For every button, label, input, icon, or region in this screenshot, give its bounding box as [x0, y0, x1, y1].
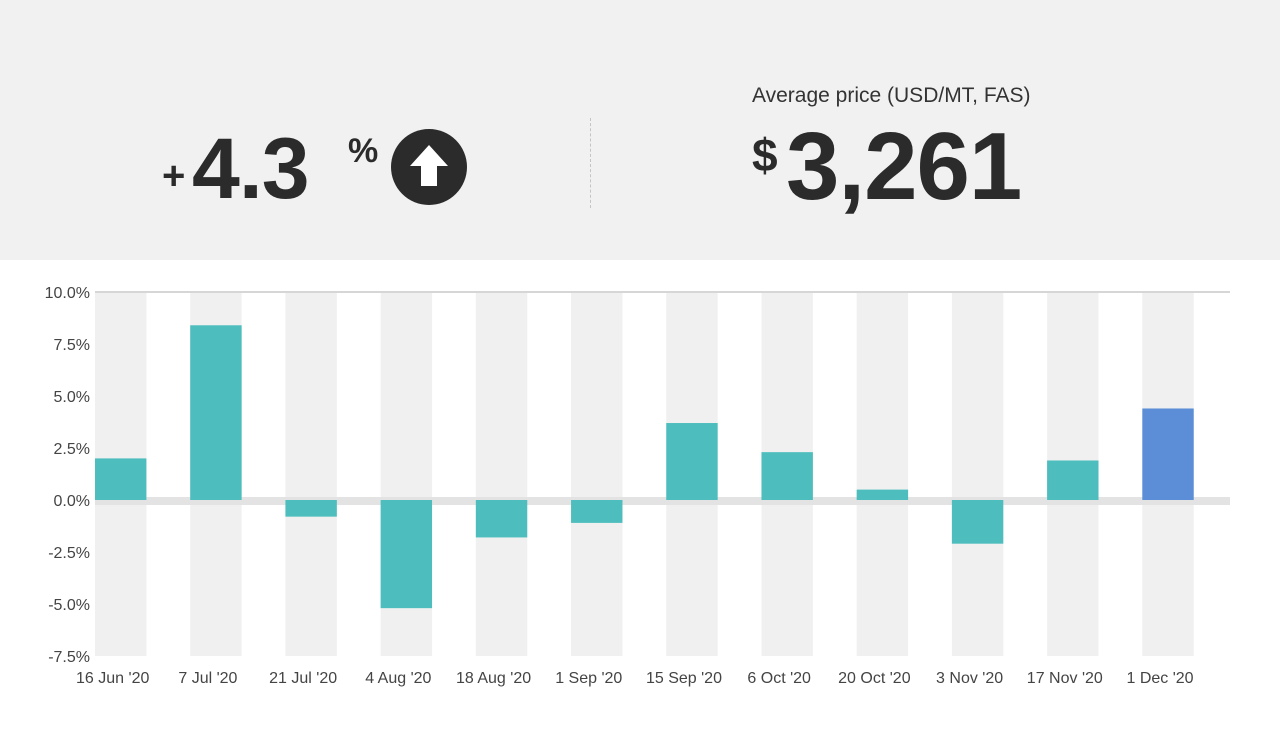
x-tick-label: 18 Aug '20	[456, 670, 531, 687]
price-currency: $	[752, 129, 778, 181]
y-tick-label: 7.5%	[54, 337, 90, 354]
y-tick-label: -5.0%	[48, 597, 90, 614]
bar	[571, 500, 623, 523]
x-tick-label: 3 Nov '20	[936, 670, 1003, 687]
y-tick-label: 0.0%	[54, 493, 90, 510]
change-unit: %	[348, 132, 379, 170]
category-band	[951, 292, 1004, 656]
y-tick-label: 2.5%	[54, 441, 90, 458]
category-band	[856, 292, 909, 656]
x-tick-label: 17 Nov '20	[1027, 670, 1103, 687]
arrow-up-circle-icon	[391, 129, 467, 205]
y-tick-label: -2.5%	[48, 545, 90, 562]
x-tick-label: 1 Sep '20	[555, 670, 622, 687]
x-tick-label: 21 Jul '20	[269, 670, 337, 687]
x-tick-label: 1 Dec '20	[1126, 670, 1193, 687]
bar	[761, 452, 813, 500]
category-band	[571, 292, 623, 656]
x-tick-label: 4 Aug '20	[365, 670, 431, 687]
category-band	[475, 292, 528, 656]
x-tick-label: 16 Jun '20	[76, 670, 149, 687]
header-divider	[590, 118, 591, 208]
price-value: 3,261	[786, 113, 1022, 220]
price-label: Average price (USD/MT, FAS)	[752, 84, 1031, 107]
bar	[285, 500, 337, 517]
bar	[1047, 460, 1099, 500]
category-band	[285, 292, 337, 656]
summary-header: + 4.3 % Average price (USD/MT, FAS) $ 3,…	[0, 0, 1280, 260]
bar	[475, 500, 528, 538]
bar	[856, 489, 909, 500]
change-value: 4.3	[192, 121, 310, 217]
x-tick-label: 20 Oct '20	[838, 670, 911, 687]
bar	[951, 500, 1004, 544]
change-sign: +	[162, 154, 186, 198]
weekly-change-bar-chart: 10.0% 7.5% 5.0% 2.5% 0.0% -2.5% -5.0% -7.5% 16 J…	[45, 285, 1230, 687]
bar	[190, 325, 242, 500]
bar	[380, 500, 433, 609]
bar	[666, 423, 718, 500]
bar	[95, 458, 147, 500]
x-tick-label: 6 Oct '20	[747, 670, 811, 687]
x-tick-label: 15 Sep '20	[646, 670, 722, 687]
y-tick-label: 10.0%	[45, 285, 90, 302]
bar	[1142, 408, 1194, 500]
y-tick-label: -7.5%	[48, 649, 90, 666]
y-tick-label: 5.0%	[54, 389, 90, 406]
x-tick-label: 7 Jul '20	[178, 670, 237, 687]
zero-band	[95, 497, 1230, 505]
